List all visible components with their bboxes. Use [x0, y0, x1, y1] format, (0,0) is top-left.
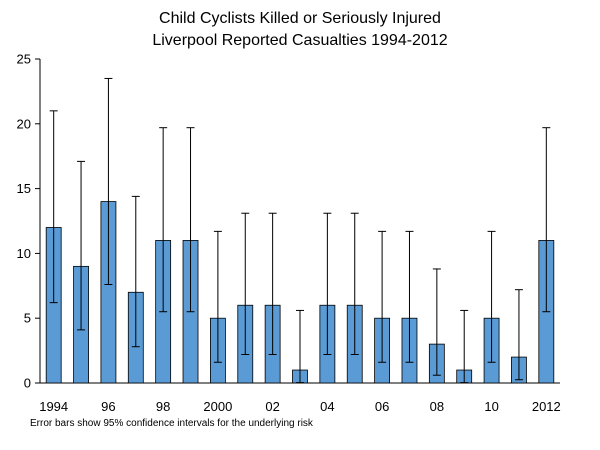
chart-title: Child Cyclists Killed or Seriously Injur…: [159, 10, 441, 27]
x-tick-label: 02: [265, 399, 279, 414]
chart-title-block: Child Cyclists Killed or Seriously Injur…: [0, 8, 600, 52]
footnote: Error bars show 95% confidence intervals…: [30, 418, 313, 429]
x-tick-label: 10: [484, 399, 498, 414]
y-tick-label: 20: [17, 116, 31, 131]
y-tick-label: 25: [17, 52, 31, 67]
x-tick-label: 98: [156, 399, 170, 414]
y-tick-label: 15: [17, 181, 31, 196]
x-tick-label: 2000: [203, 399, 232, 414]
x-tick-label: 2012: [532, 399, 561, 414]
x-tick-label: 06: [375, 399, 389, 414]
chart-subtitle: Liverpool Reported Casualties 1994-2012: [152, 32, 448, 49]
x-tick-label: 04: [320, 399, 334, 414]
x-tick-label: 96: [101, 399, 115, 414]
x-tick-label: 1994: [39, 399, 68, 414]
y-tick-label: 0: [24, 376, 31, 391]
x-tick-label: 08: [430, 399, 444, 414]
y-tick-label: 5: [24, 311, 31, 326]
y-tick-label: 10: [17, 246, 31, 261]
